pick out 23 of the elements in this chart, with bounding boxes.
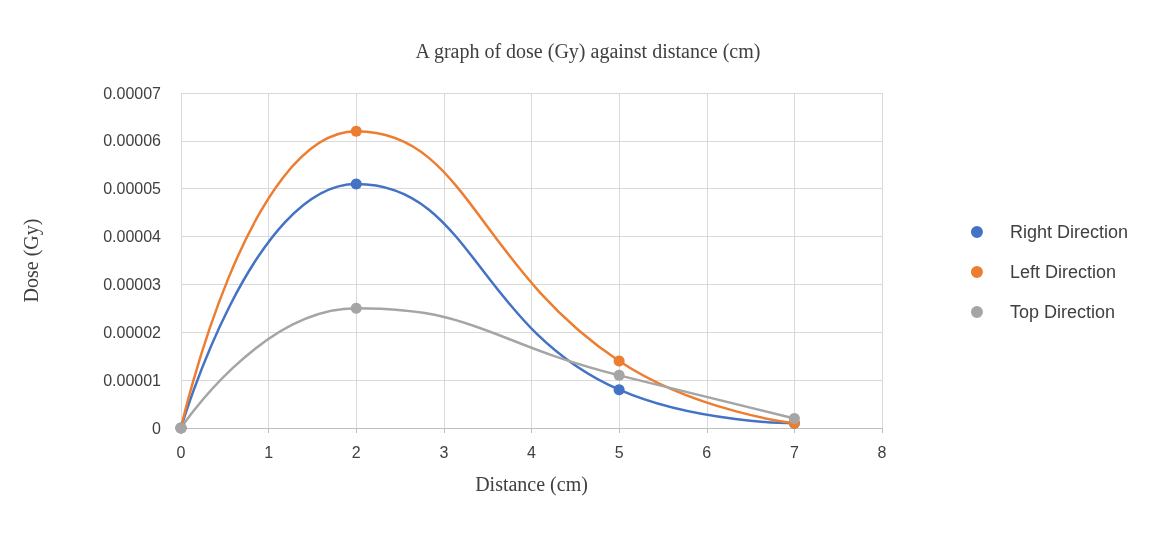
y-tick-label: 0.00006: [103, 132, 162, 150]
x-tick-label: 0: [176, 443, 186, 461]
x-tick-label: 3: [439, 443, 449, 461]
x-tick-label: 1: [264, 443, 274, 461]
x-tick-label: 5: [614, 443, 624, 461]
y-tick-label: 0.00007: [103, 84, 162, 102]
y-tick-label: 0.00004: [103, 228, 162, 246]
y-axis-title: Dose (Gy): [20, 218, 43, 303]
legend-label: Left Direction: [1009, 262, 1117, 282]
y-tick-label: 0: [152, 419, 162, 437]
x-tick-label: 2: [351, 443, 361, 461]
y-tick-label: 0.00003: [103, 275, 162, 293]
legend-label: Right Direction: [1009, 222, 1128, 242]
x-tick-label: 4: [527, 443, 537, 461]
y-tick-label: 0.00005: [103, 180, 162, 198]
chart-title: A graph of dose (Gy) against distance (cm): [415, 40, 761, 63]
x-tick-label: 7: [789, 443, 799, 461]
x-tick-label: 6: [702, 443, 712, 461]
x-tick-label: 8: [877, 443, 887, 461]
x-axis-title: Distance (cm): [475, 473, 588, 496]
legend-label: Top Direction: [1009, 302, 1115, 322]
y-tick-label: 0.00001: [103, 371, 162, 389]
y-tick-label: 0.00002: [103, 323, 162, 341]
